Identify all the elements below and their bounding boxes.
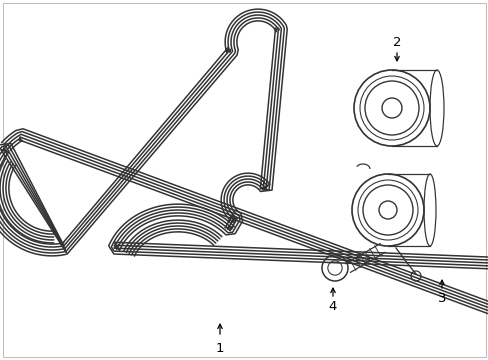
Text: 3: 3 (437, 292, 446, 306)
Text: 1: 1 (215, 342, 224, 355)
Text: 2: 2 (392, 36, 401, 49)
Text: 4: 4 (328, 301, 337, 314)
